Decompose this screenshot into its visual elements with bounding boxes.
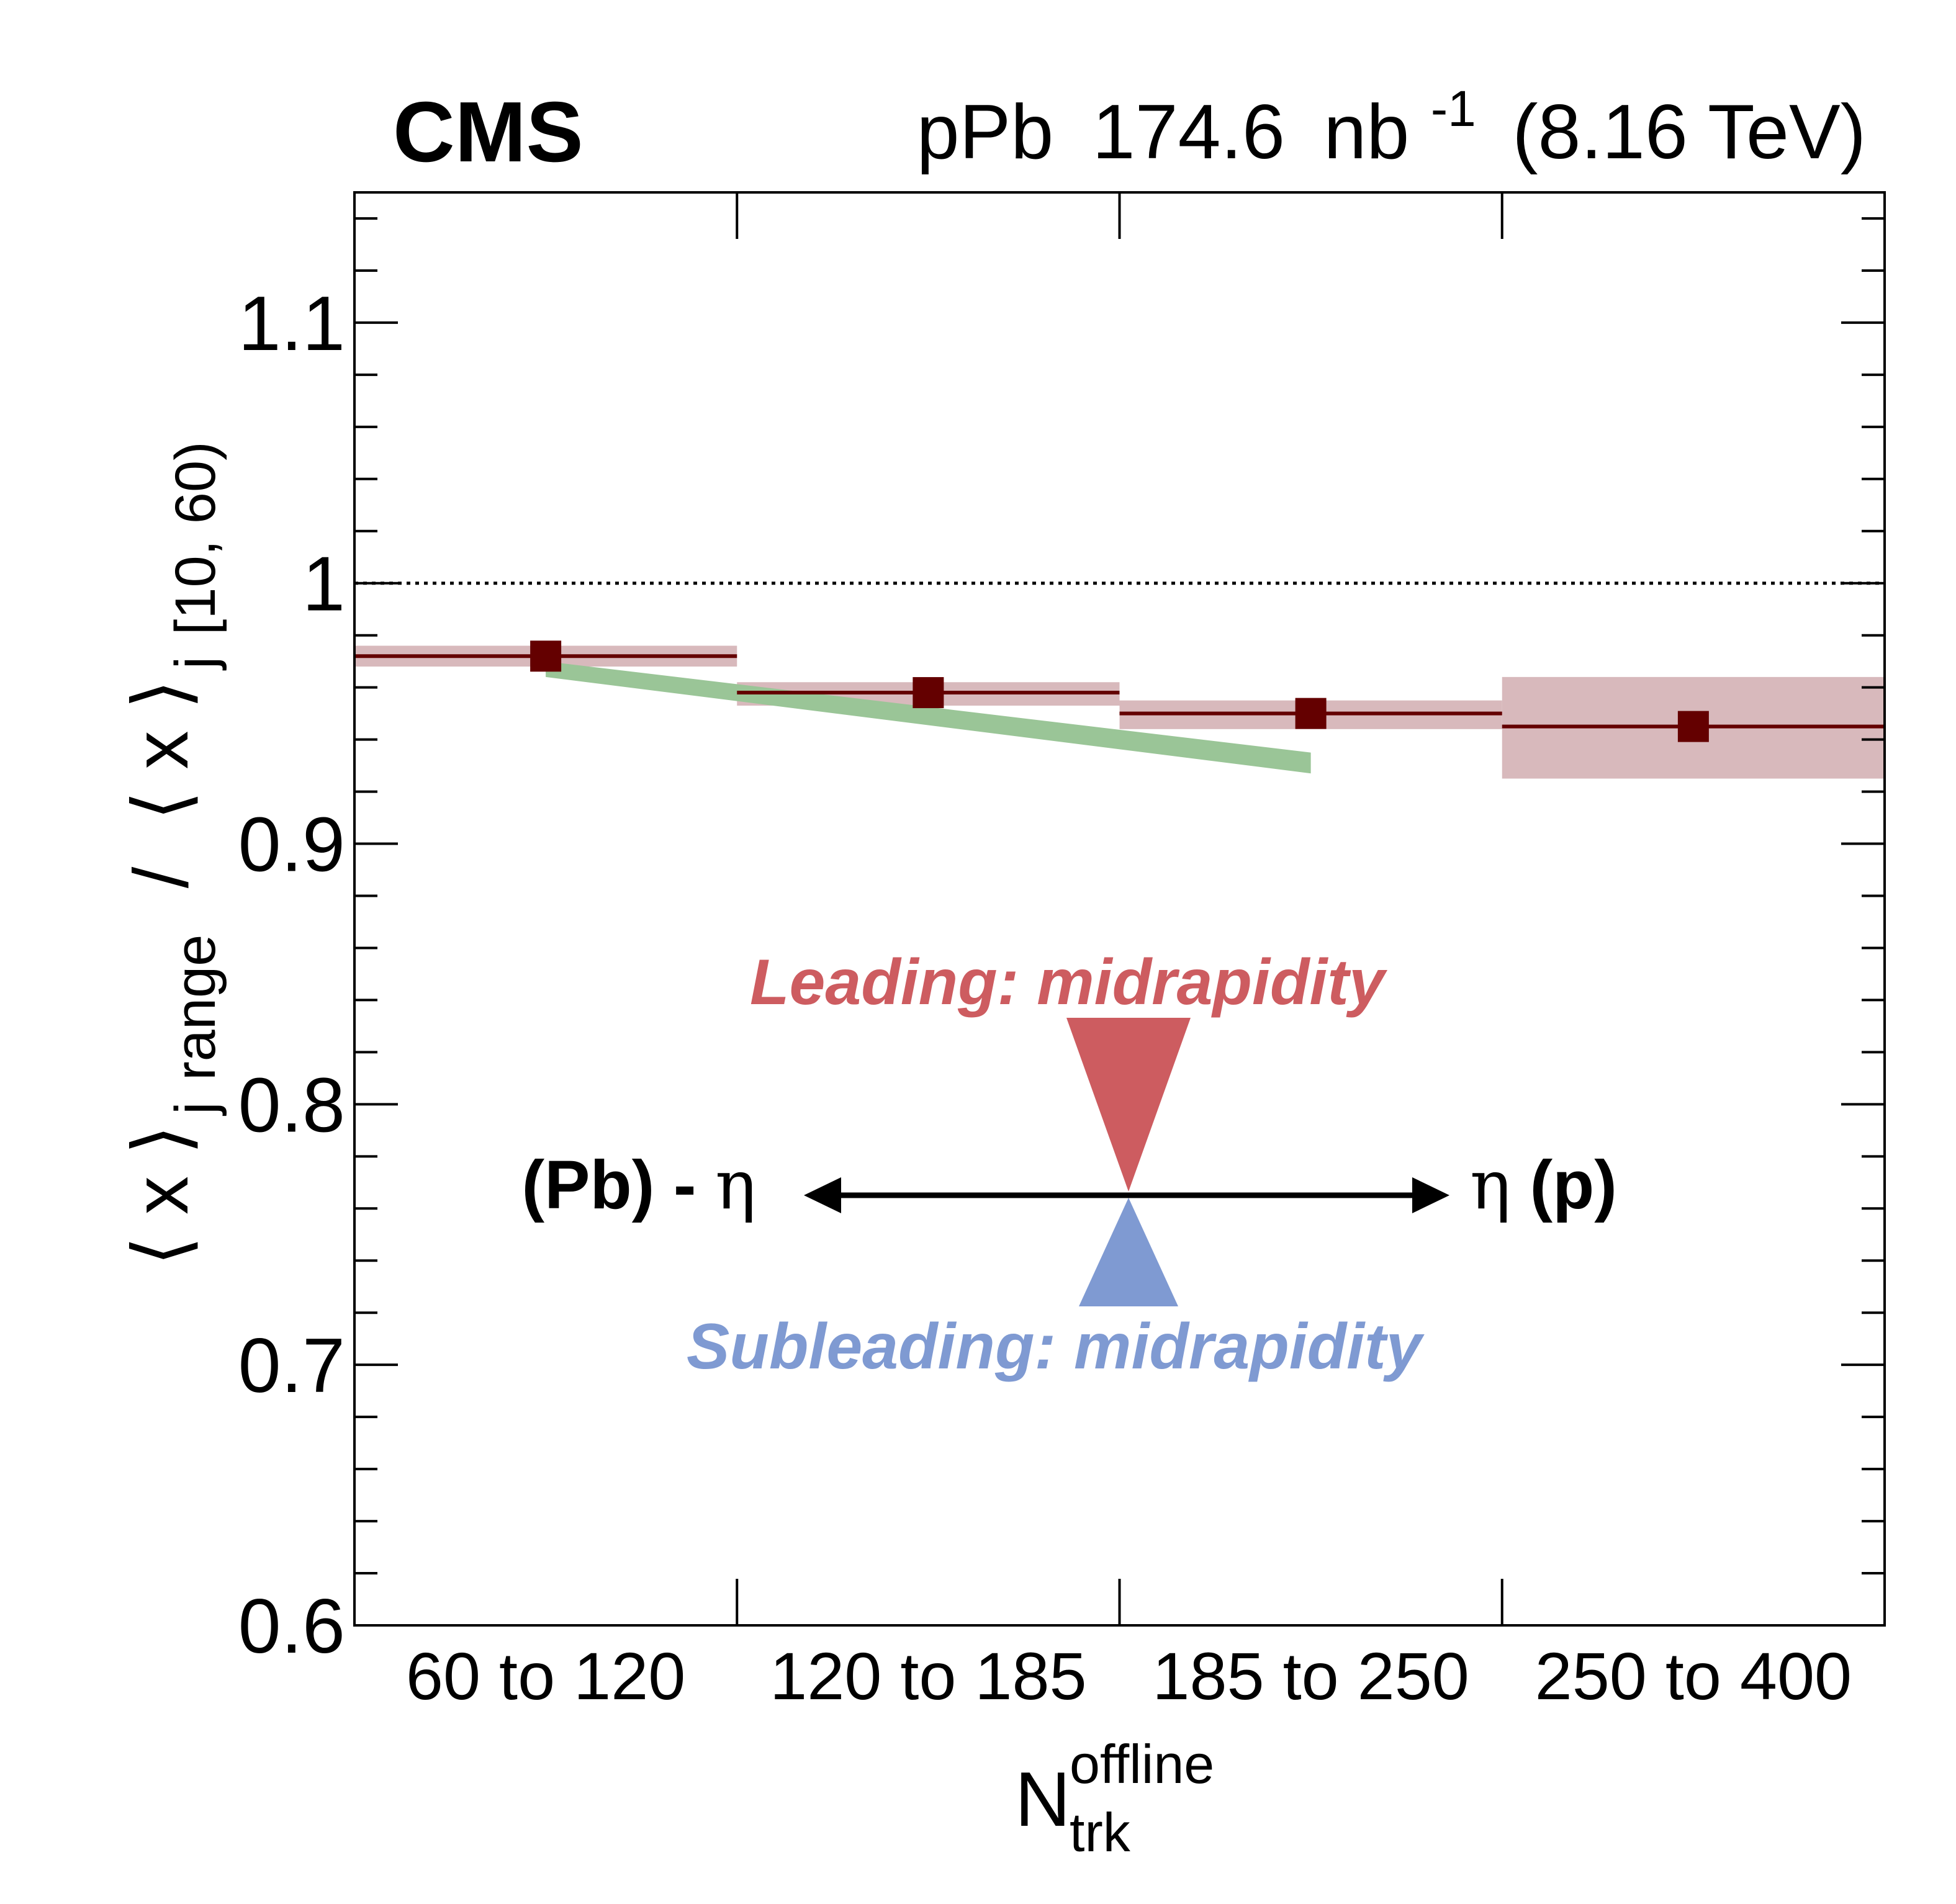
y-tick-label-5: 1.1 [238,281,345,367]
y-bracket-close-2: ⟩ [119,680,204,709]
y-sub-j-2: j [164,657,227,671]
x-tick-label-2: 185 to 250 [1152,1638,1469,1713]
data-points [354,640,1885,742]
arrow-head-right [1412,1177,1449,1213]
right-label-eta: η [1470,1145,1511,1224]
y-axis-title: ⟨ x ⟩ j range / ⟨ x ⟩ j [10, 60) [119,441,232,1266]
arrow-head-left [804,1177,841,1213]
run-info: pPb 174.6 nb -1 (8.16 TeV) [917,57,1866,175]
plot-frame [353,191,1886,1627]
x-title-main: N [1015,1757,1071,1843]
x-tick-label-0: 60 to 120 [406,1638,685,1713]
data-point-2 [1295,698,1327,729]
left-direction-label: (Pb) - η [522,1145,756,1224]
y-bracket-open-2: ⟨ [119,791,204,820]
luminosity-exponent: -1 [1431,81,1476,137]
y-tick-label-0: 0.6 [238,1584,345,1669]
y-tick-label-4: 1 [302,542,345,627]
trend-band-group [546,661,1311,774]
subleading-triangle [1079,1198,1178,1306]
data-point-0 [530,640,562,672]
y-tick-labels: 0.6 0.7 0.8 0.9 1 1.1 [238,281,345,1669]
x-tick-label-3: 250 to 400 [1535,1638,1852,1713]
y-tick-label-3: 0.9 [238,802,345,888]
data-point-1 [913,677,944,709]
left-label-bold: (Pb) - [522,1147,696,1223]
trend-band [546,661,1311,774]
leading-label: Leading: midrapidity [750,946,1388,1018]
x-tick-labels: 60 to 120 120 to 185 185 to 250 250 to 400 [406,1638,1852,1713]
right-direction-label: η (p) [1470,1145,1617,1224]
x-tick-label-1: 120 to 185 [770,1638,1086,1713]
x-axis-title: N [1015,1757,1071,1843]
collision-label: pPb [917,89,1054,175]
x-title-sub: trk [1070,1802,1131,1863]
y-var: x [119,1176,204,1215]
subleading-label: Subleading: midrapidity [687,1311,1425,1383]
y-sub-ref: [10, 60) [164,441,227,635]
axis-ticks [354,192,1885,1627]
x-title-sup: offline [1070,1733,1214,1795]
right-label-bold: (p) [1530,1147,1616,1223]
luminosity-unit: nb [1323,89,1409,175]
y-tick-label-1: 0.7 [238,1323,345,1409]
data-point-3 [1677,711,1709,742]
y-bracket-close: ⟩ [119,1125,204,1154]
y-sub-range: range [164,935,227,1080]
y-tick-label-2: 0.8 [238,1062,345,1148]
y-sub-j: j [164,1102,227,1116]
luminosity-value: 174.6 [1093,89,1285,175]
left-label-eta: η [715,1145,756,1224]
y-slash: / [119,866,204,888]
leading-triangle [1066,1018,1191,1192]
energy-label: (8.16 TeV) [1512,89,1866,175]
y-var-2: x [119,730,204,769]
y-bracket-open: ⟨ [119,1236,204,1266]
experiment-label: CMS [393,84,584,180]
